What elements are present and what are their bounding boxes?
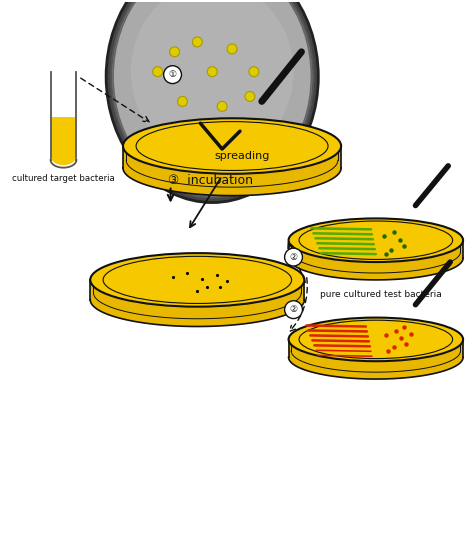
Polygon shape	[52, 158, 75, 165]
Text: cultured target bacteria: cultured target bacteria	[12, 174, 115, 183]
Ellipse shape	[289, 318, 463, 361]
Ellipse shape	[111, 0, 313, 197]
Polygon shape	[90, 280, 304, 326]
Ellipse shape	[106, 0, 319, 203]
Polygon shape	[289, 240, 463, 280]
Ellipse shape	[289, 218, 463, 262]
Text: spreading: spreading	[214, 151, 270, 161]
Text: ③  incubation: ③ incubation	[168, 174, 253, 187]
Text: pure cultured test bacteria: pure cultured test bacteria	[320, 290, 442, 299]
Circle shape	[207, 67, 217, 77]
Text: ①: ①	[168, 70, 177, 79]
Ellipse shape	[113, 0, 311, 196]
Circle shape	[284, 248, 302, 266]
Circle shape	[192, 37, 202, 47]
Circle shape	[227, 44, 237, 54]
Polygon shape	[289, 339, 463, 379]
Text: ②: ②	[290, 305, 298, 314]
Circle shape	[170, 47, 180, 57]
Ellipse shape	[90, 253, 304, 307]
Circle shape	[284, 301, 302, 318]
Circle shape	[164, 66, 182, 83]
Circle shape	[178, 96, 187, 106]
Polygon shape	[123, 146, 341, 196]
Circle shape	[153, 67, 163, 77]
Circle shape	[245, 91, 255, 102]
Circle shape	[217, 102, 227, 111]
Polygon shape	[52, 117, 75, 158]
Ellipse shape	[131, 0, 293, 161]
Ellipse shape	[123, 118, 341, 174]
Text: ②: ②	[290, 253, 298, 262]
Circle shape	[249, 67, 259, 77]
